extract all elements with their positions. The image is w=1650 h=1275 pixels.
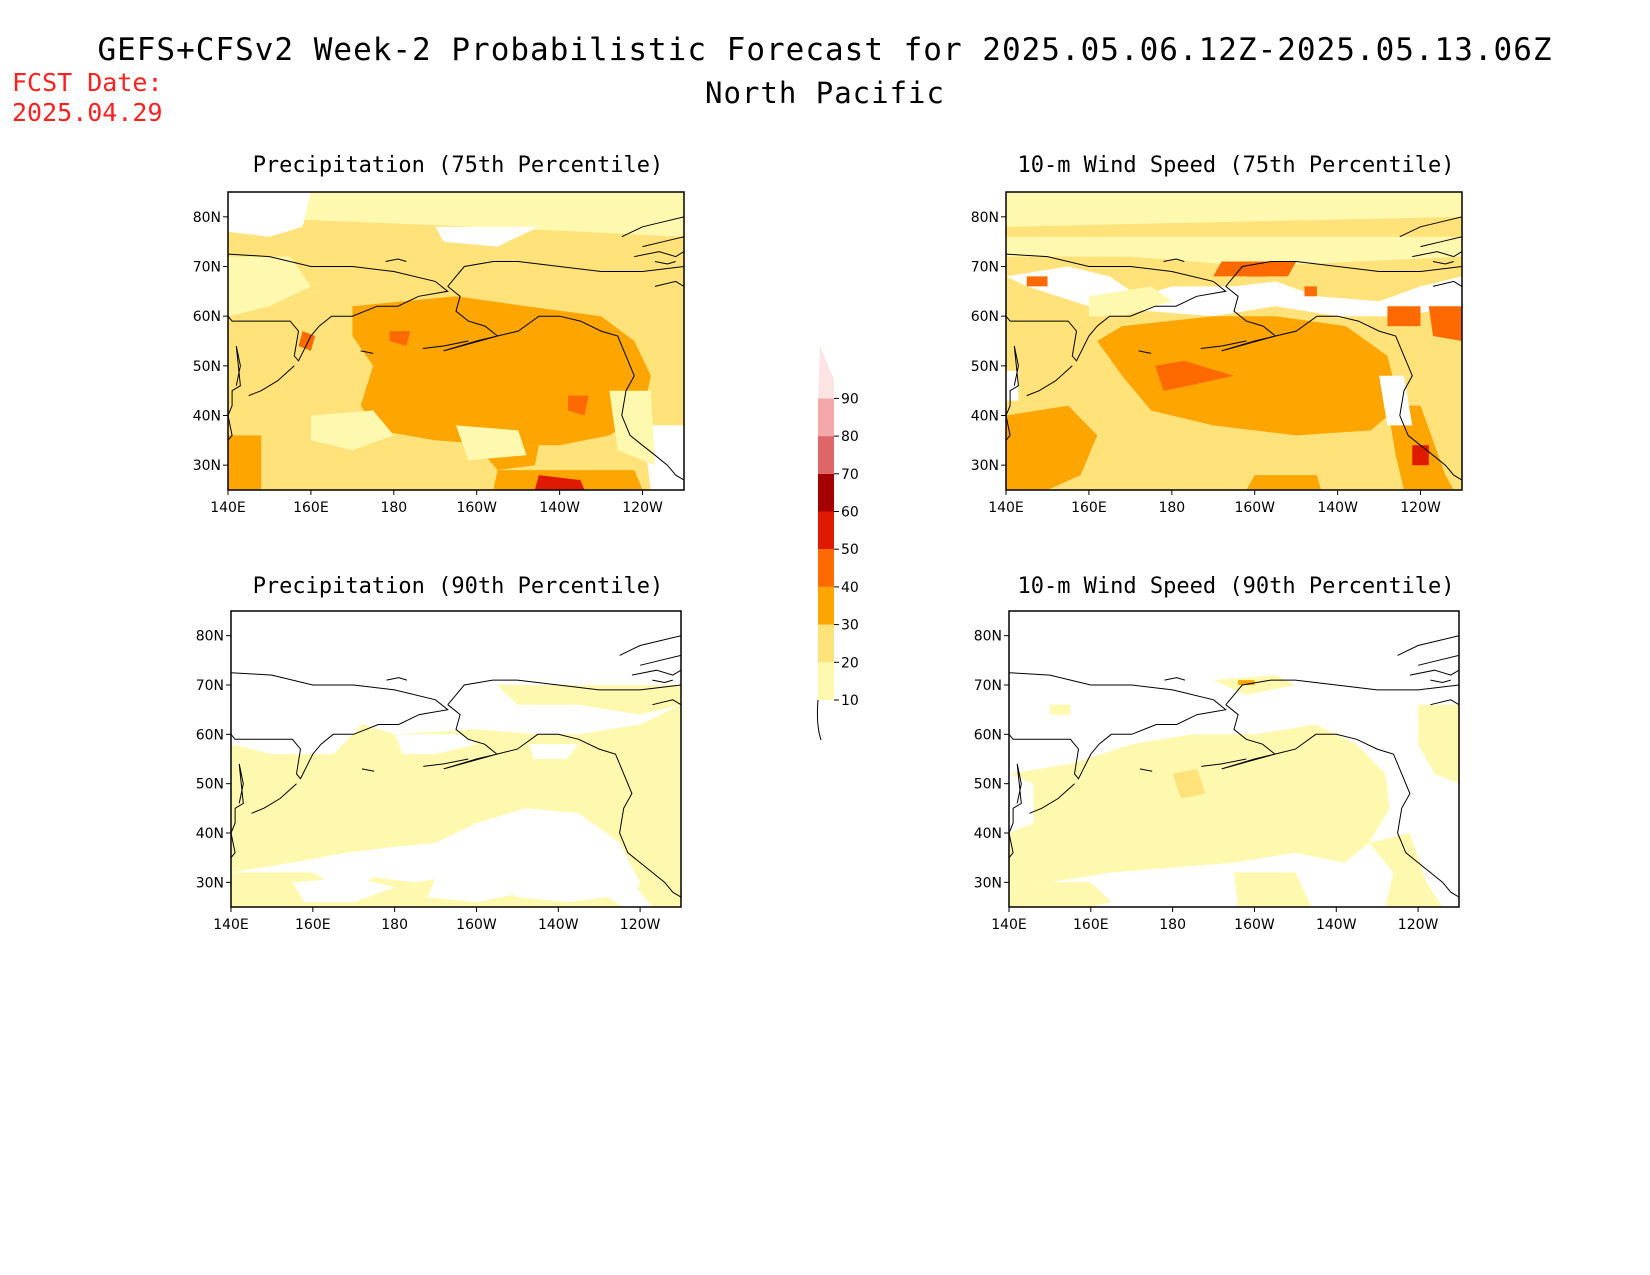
colorbar: 10 20 30 40 50 60 70 80 90	[816, 345, 859, 741]
colorbar-tick-label: 50	[841, 542, 859, 558]
map-frame	[1005, 191, 1463, 491]
colorbar-box	[818, 436, 834, 474]
map-field	[1009, 611, 1459, 907]
lon-tick-label: 180	[380, 500, 407, 516]
lon-tick-label: 180	[1158, 500, 1185, 516]
colorbar-tick-label: 80	[841, 429, 859, 445]
lon-tick-label: 180	[1159, 917, 1186, 933]
colorbar-box	[818, 398, 834, 437]
forecast-date-value: 2025.04.29	[12, 98, 163, 127]
lon-tick-label: 120W	[622, 500, 663, 516]
lat-tick-label: 50N	[193, 359, 221, 375]
map-wind-speed-75th: 140E 160E 180 160W 140W 120W 80N 70N 60N 50N 40N 30…	[971, 191, 1463, 516]
colorbar-tick-label: 20	[841, 655, 859, 671]
panel-title-precip-75: Precipitation (75th Percentile)	[252, 153, 664, 178]
colorbar-box	[818, 345, 834, 399]
lon-tick-label: 160E	[295, 917, 331, 933]
lat-tick-label: 40N	[974, 826, 1002, 842]
lon-tick-label: 180	[381, 917, 408, 933]
lon-tick-label: 160E	[293, 500, 329, 516]
lat-tick-label: 60N	[971, 309, 999, 325]
lat-tick-label: 80N	[196, 629, 224, 645]
colorbar-tick-label: 40	[841, 580, 859, 596]
colorbar-box	[818, 511, 834, 550]
colorbar-tick-label: 30	[841, 618, 859, 634]
colorbar-box	[818, 473, 834, 512]
lon-tick-label: 120W	[1398, 917, 1439, 933]
colorbar-bottom-cap	[816, 699, 822, 741]
map-frame	[230, 610, 682, 908]
lon-tick-label: 140E	[213, 917, 249, 933]
lon-tick-label: 160W	[1234, 500, 1275, 516]
colorbar-box	[818, 549, 834, 587]
lon-tick-label: 160E	[1071, 500, 1107, 516]
lat-tick-label: 80N	[193, 210, 221, 226]
lat-tick-label: 30N	[971, 458, 999, 474]
lat-tick-label: 40N	[193, 409, 221, 425]
colorbar-box	[818, 586, 834, 625]
panel-title-precip-90: Precipitation (90th Percentile)	[252, 574, 664, 599]
main-title: GEFS+CFSv2 Week-2 Probabilistic Forecast…	[97, 32, 1553, 68]
panel-title-wind-90: 10-m Wind Speed (90th Percentile)	[1017, 574, 1455, 599]
map-field	[228, 192, 684, 490]
lat-tick-label: 70N	[974, 678, 1002, 694]
lat-tick-label: 60N	[974, 727, 1002, 743]
forecast-date: FCST Date: 2025.04.29	[12, 68, 163, 128]
map-wind-speed-90th: 140E 160E 180 160W 140W 120W 80N 70N 60N 50N 40N 30…	[974, 610, 1460, 933]
colorbar-tick-label: 70	[841, 467, 859, 483]
lon-tick-label: 140E	[991, 917, 1027, 933]
lat-tick-label: 70N	[971, 260, 999, 276]
colorbar-box	[818, 662, 834, 700]
lon-tick-label: 160W	[456, 500, 497, 516]
lat-tick-label: 80N	[971, 210, 999, 226]
lat-tick-label: 30N	[193, 458, 221, 474]
main-subtitle: North Pacific	[705, 76, 945, 110]
lon-tick-label: 120W	[620, 917, 661, 933]
coastline	[1006, 216, 1462, 481]
lon-tick-label: 160E	[1073, 917, 1109, 933]
lat-tick-label: 50N	[974, 777, 1002, 793]
map-frame	[227, 191, 685, 491]
coastline	[1009, 635, 1459, 898]
lon-tick-label: 140W	[1316, 917, 1357, 933]
lon-tick-label: 140E	[988, 500, 1024, 516]
map-precipitation-75th: 140E 160E 180 160W 140W 120W 80N 70N 60N 50N 40N 30…	[193, 191, 685, 516]
lat-tick-label: 30N	[196, 875, 224, 891]
lat-tick-label: 70N	[193, 260, 221, 276]
lon-tick-label: 160W	[1234, 917, 1275, 933]
lon-tick-label: 160W	[456, 917, 497, 933]
panel-title-wind-75: 10-m Wind Speed (75th Percentile)	[1017, 153, 1455, 178]
colorbar-tick-label: 10	[841, 693, 859, 709]
lat-tick-label: 30N	[974, 875, 1002, 891]
lon-tick-label: 140W	[539, 500, 580, 516]
lon-tick-label: 140W	[1317, 500, 1358, 516]
forecast-date-label: FCST Date:	[12, 68, 163, 97]
lat-tick-label: 50N	[971, 359, 999, 375]
lon-tick-label: 120W	[1400, 500, 1441, 516]
lon-tick-label: 140W	[538, 917, 579, 933]
map-frame	[1008, 610, 1460, 908]
colorbar-box	[818, 624, 834, 663]
map-field	[1006, 192, 1462, 490]
lon-tick-label: 140E	[210, 500, 246, 516]
lat-tick-label: 50N	[196, 777, 224, 793]
lat-tick-label: 60N	[196, 727, 224, 743]
lat-tick-label: 60N	[193, 309, 221, 325]
coastline	[231, 635, 681, 898]
lat-tick-label: 40N	[971, 409, 999, 425]
lat-tick-label: 70N	[196, 678, 224, 694]
lat-tick-label: 40N	[196, 826, 224, 842]
lat-tick-label: 80N	[974, 629, 1002, 645]
colorbar-tick-label: 90	[841, 391, 859, 407]
coastline	[228, 216, 684, 481]
colorbar-tick-label: 60	[841, 505, 859, 521]
map-precipitation-90th: 140E 160E 180 160W 140W 120W 80N 70N 60N 50N 40N 30…	[196, 610, 682, 933]
